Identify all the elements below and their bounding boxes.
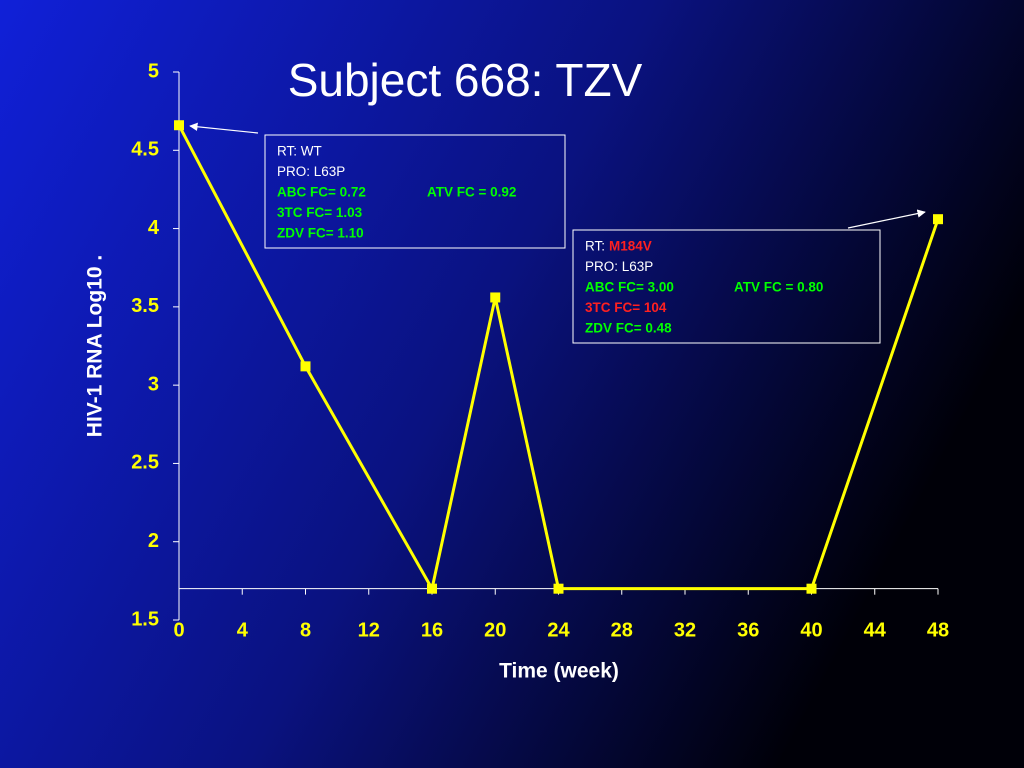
annotation-arrow [189,122,259,134]
annotation-text: ABC FC= 3.00 [585,280,674,295]
annotation-text: PRO: L63P [585,259,653,274]
y-tick-label: 3 [148,373,159,395]
x-tick-label: 32 [674,619,696,641]
data-point [553,583,564,594]
annotation-text: RT: [585,239,605,254]
data-point [300,361,311,372]
x-tick-label: 8 [300,619,311,641]
annotation-text: ZDV FC= 1.10 [277,226,364,241]
data-point [174,120,184,131]
annotation-text: ATV FC = 0.80 [734,280,823,295]
annotation-text: 3TC FC= 104 [585,300,667,315]
y-tick-label: 3.5 [131,295,159,317]
y-tick-label: 2.5 [131,452,159,474]
annotation-text: 3TC FC= 1.03 [277,205,363,220]
annotation-arrow [847,209,926,229]
x-tick-label: 16 [421,619,443,641]
x-tick-label: 36 [737,619,759,641]
x-tick-label: 4 [237,619,249,641]
y-axis-label: HIV-1 RNA Log10 . [84,255,107,437]
x-tick-label: 40 [800,619,822,641]
annotation-text: ATV FC = 0.92 [427,185,516,200]
x-tick-label: 20 [484,619,506,641]
annotation-box [572,229,881,344]
annotation-text: PRO: L63P [277,164,345,179]
x-axis-label: Time (week) [499,660,619,683]
x-tick-label: 48 [927,619,949,641]
x-tick-label: 28 [611,619,633,641]
y-tick-label: 1.5 [131,608,159,630]
chart-title: Subject 668: TZV [288,54,643,106]
x-tick-label: 0 [173,619,184,641]
annotation-text: RT: WT [277,144,322,159]
x-tick-label: 24 [547,619,570,641]
y-tick-label: 5 [148,60,159,82]
annotation-text: M184V [609,239,652,254]
data-point [490,292,501,303]
y-tick-label: 2 [148,530,159,552]
y-tick-label: 4.5 [131,139,159,161]
data-point [806,583,817,594]
y-tick-label: 4 [148,217,160,239]
data-point [427,583,437,594]
x-tick-label: 12 [358,619,380,641]
annotation-text: ZDV FC= 0.48 [585,321,672,336]
annotation-text: ABC FC= 0.72 [277,185,366,200]
data-point [933,214,943,225]
x-tick-label: 44 [864,619,887,641]
annotation-box [264,134,566,249]
